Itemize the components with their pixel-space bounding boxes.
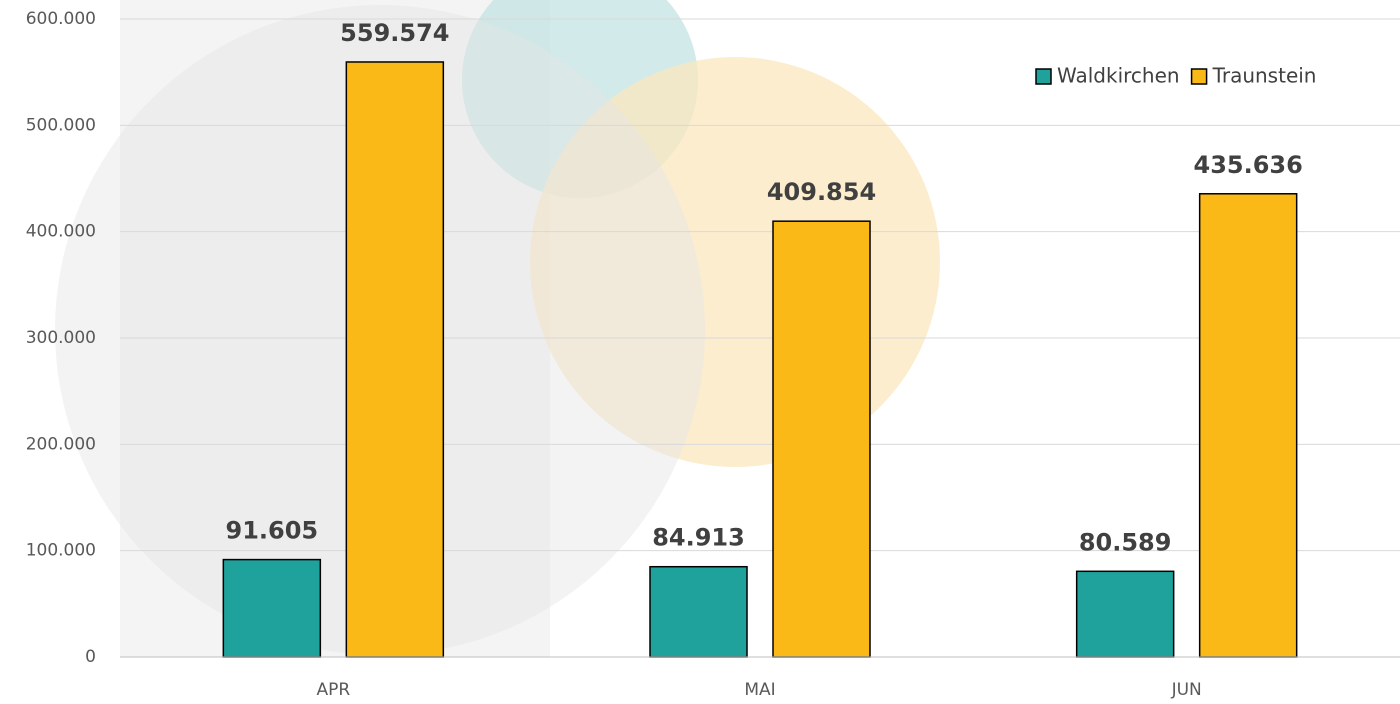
x-tick-label: APR	[316, 680, 350, 700]
y-tick-label: 100.000	[26, 541, 96, 561]
x-tick-label: JUN	[1171, 680, 1202, 700]
value-label: 435.636	[1194, 151, 1303, 179]
y-tick-label: 0	[85, 647, 96, 667]
legend-swatch	[1192, 69, 1207, 84]
legend-label: Waldkirchen	[1057, 64, 1180, 88]
y-tick-label: 500.000	[26, 115, 96, 135]
y-tick-label: 400.000	[26, 222, 96, 242]
value-label: 409.854	[767, 178, 876, 206]
bar	[650, 567, 747, 657]
bar	[1200, 194, 1297, 657]
bar	[346, 62, 443, 657]
bar	[223, 560, 320, 657]
bar	[1077, 571, 1174, 657]
legend-label: Traunstein	[1212, 64, 1317, 88]
y-tick-label: 600.000	[26, 9, 96, 29]
value-label: 84.913	[652, 524, 745, 552]
x-tick-label: MAI	[744, 680, 775, 700]
value-label: 559.574	[340, 19, 449, 47]
y-tick-label: 300.000	[26, 328, 96, 348]
value-label: 80.589	[1079, 528, 1172, 556]
legend: Waldkirchen Traunstein	[1036, 64, 1316, 88]
value-label: 91.605	[226, 517, 319, 545]
legend-swatch	[1036, 69, 1051, 84]
bar	[773, 221, 870, 657]
y-tick-label: 200.000	[26, 434, 96, 454]
chart: 0 100.000 200.000 300.000 400.000 500.000 600.…	[0, 0, 1400, 704]
